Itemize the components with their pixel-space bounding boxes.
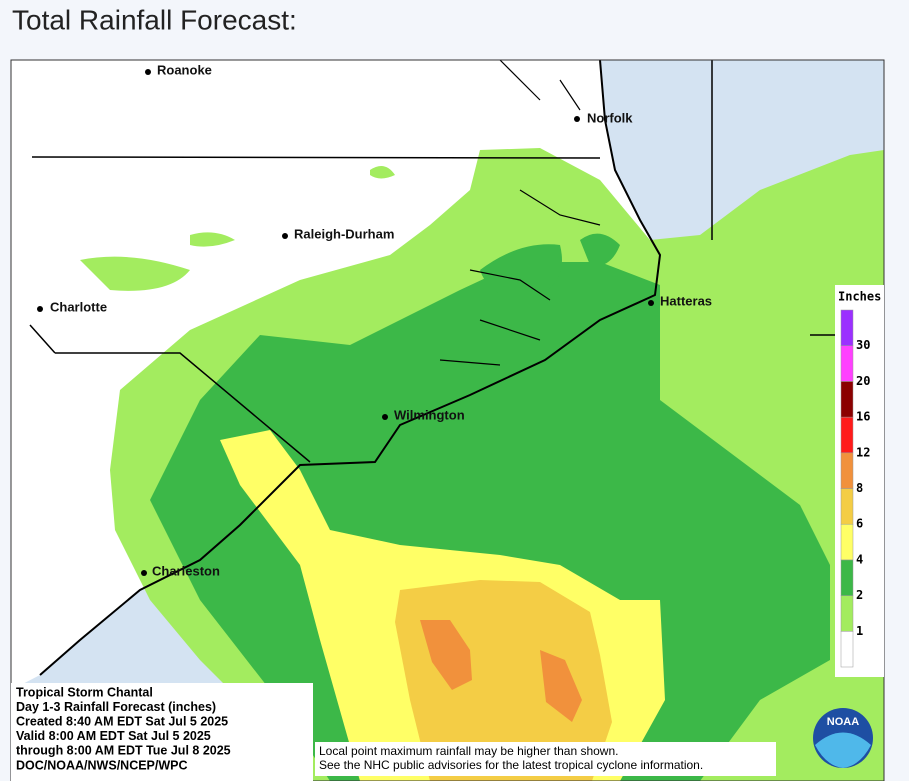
logo-text: NOAA xyxy=(827,716,859,728)
legend-label: 4 xyxy=(856,552,863,566)
legend-title: Inches xyxy=(838,290,881,304)
legend-swatch xyxy=(840,381,854,418)
legend-swatch xyxy=(840,416,854,454)
legend-label: 20 xyxy=(856,374,870,388)
city-label: Wilmington xyxy=(394,407,465,422)
legend-swatch xyxy=(840,309,854,346)
legend-swatch xyxy=(840,595,854,632)
legend-swatch xyxy=(840,523,854,561)
city-markers xyxy=(37,69,654,576)
info-line: Valid 8:00 AM EDT Sat Jul 5 2025 xyxy=(16,729,211,743)
legend-label: 6 xyxy=(856,517,863,531)
city-label: Raleigh-Durham xyxy=(294,226,394,241)
legend-label: 1 xyxy=(856,624,863,638)
legend-swatch xyxy=(840,452,854,489)
legend-label: 16 xyxy=(856,410,870,424)
city-label: Roanoke xyxy=(157,62,212,77)
city-label: Charlotte xyxy=(50,299,107,314)
info-line: Tropical Storm Chantal xyxy=(16,685,153,699)
disclaimer-box xyxy=(315,742,776,776)
map xyxy=(11,60,884,781)
info-line: Created 8:40 AM EDT Sat Jul 5 2025 xyxy=(16,714,228,728)
legend-swatch xyxy=(840,631,854,668)
city-label: Hatteras xyxy=(660,293,712,308)
noaa-logo: NOAA xyxy=(813,708,873,768)
legend-swatch xyxy=(840,559,854,596)
city-label: Charleston xyxy=(152,563,220,578)
legend-label: 8 xyxy=(856,481,863,495)
info-box xyxy=(11,683,313,781)
legend-swatch xyxy=(840,345,854,382)
disclaimer-line: Local point maximum rainfall may be high… xyxy=(319,744,618,758)
legend-swatch xyxy=(840,488,854,525)
page-title: Total Rainfall Forecast: xyxy=(12,4,297,35)
disclaimer-line: See the NHC public advisories for the la… xyxy=(319,758,703,772)
disclaimer: Local point maximum rainfall may be high… xyxy=(319,744,703,772)
city-label: Norfolk xyxy=(587,110,633,125)
info-line: Day 1-3 Rainfall Forecast (inches) xyxy=(16,700,216,714)
legend-label: 2 xyxy=(856,588,863,602)
info-line: through 8:00 AM EDT Tue Jul 8 2025 xyxy=(16,744,231,758)
legend-label: 30 xyxy=(856,338,870,352)
legend-label: 12 xyxy=(856,445,870,459)
info-line: DOC/NOAA/NWS/NCEP/WPC xyxy=(16,758,188,772)
